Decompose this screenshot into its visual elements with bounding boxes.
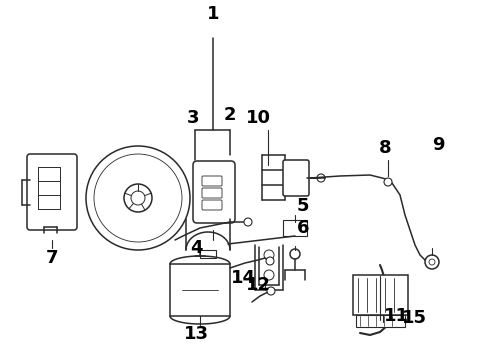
Bar [283,220,307,236]
Circle shape [94,154,182,242]
FancyBboxPatch shape [27,154,77,230]
Text: 9: 9 [432,136,444,154]
Text: 14: 14 [230,269,255,287]
Text: 7: 7 [46,249,58,267]
Circle shape [264,270,274,280]
Circle shape [267,287,275,295]
FancyBboxPatch shape [193,161,235,223]
Circle shape [266,257,274,265]
FancyBboxPatch shape [202,200,222,210]
Circle shape [290,249,300,259]
Text: 8: 8 [379,139,392,157]
Text: 12: 12 [245,276,270,294]
Bar [170,264,230,316]
Text: 3: 3 [187,109,199,127]
Text: 11: 11 [384,307,409,325]
FancyBboxPatch shape [202,188,222,198]
Bar [353,275,408,315]
Circle shape [244,218,252,226]
Circle shape [124,184,152,212]
Text: 1: 1 [207,5,219,23]
Text: 6: 6 [297,219,309,237]
Text: 15: 15 [401,309,426,327]
Text: 4: 4 [190,239,202,257]
Circle shape [86,146,190,250]
Bar [200,250,216,258]
FancyBboxPatch shape [283,160,309,196]
Circle shape [264,250,274,260]
Text: 13: 13 [183,325,209,343]
Text: 10: 10 [245,109,270,127]
Text: 5: 5 [297,197,309,215]
Circle shape [425,255,439,269]
Bar [356,315,405,327]
Circle shape [131,191,145,205]
FancyBboxPatch shape [202,176,222,186]
Circle shape [384,178,392,186]
Circle shape [429,259,435,265]
Circle shape [317,174,325,182]
Text: 2: 2 [224,106,236,124]
